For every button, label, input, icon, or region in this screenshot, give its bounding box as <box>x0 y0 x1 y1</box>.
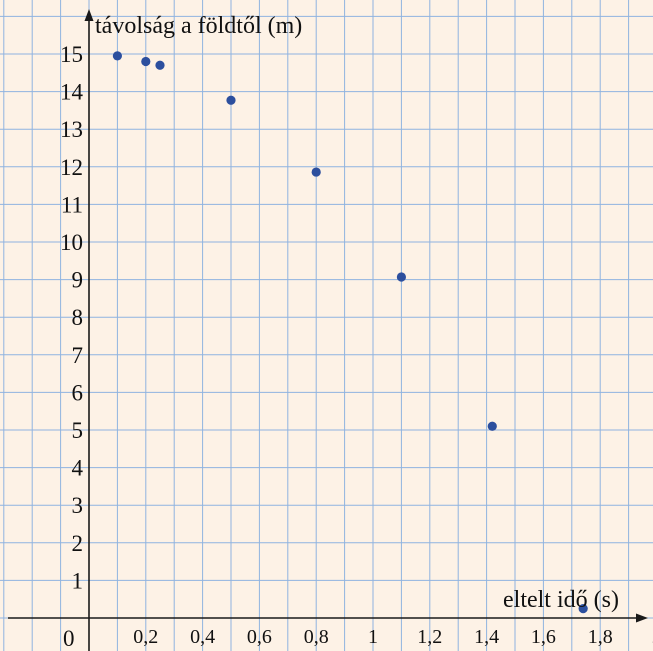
data-point <box>396 272 406 282</box>
data-point <box>112 51 122 61</box>
axes <box>8 9 648 651</box>
x-tick-label: 1 <box>368 626 378 648</box>
x-tick-labels: 0,20,40,60,811,21,41,61,82 <box>133 626 653 648</box>
data-point <box>226 95 236 105</box>
y-axis-arrow <box>84 9 94 21</box>
x-tick-label: 1,2 <box>417 626 442 648</box>
y-tick-label: 7 <box>72 343 84 368</box>
data-point <box>155 60 165 70</box>
y-tick-label: 10 <box>60 230 83 255</box>
x-axis-arrow <box>636 613 648 623</box>
x-tick-label: 1,4 <box>474 626 499 648</box>
y-tick-label: 2 <box>72 531 84 556</box>
x-tick-label: 1,6 <box>531 626 556 648</box>
data-point <box>311 167 321 177</box>
y-tick-label: 5 <box>72 418 84 443</box>
y-tick-label: 3 <box>72 493 84 518</box>
x-tick-label: 0,4 <box>190 626 215 648</box>
x-tick-label: 0,2 <box>133 626 158 648</box>
y-tick-label: 9 <box>72 268 84 293</box>
data-point <box>578 604 588 614</box>
y-tick-label: 15 <box>60 42 83 67</box>
y-axis-title: távolság a földtől (m) <box>95 13 302 39</box>
data-point <box>141 56 151 67</box>
x-axis-title: eltelt idő (s) <box>503 587 619 613</box>
data-points <box>112 51 588 614</box>
y-tick-label: 13 <box>60 117 83 142</box>
y-tick-label: 4 <box>72 456 84 481</box>
x-tick-label: 0,6 <box>247 626 272 648</box>
y-tick-label: 12 <box>60 155 83 180</box>
y-tick-label: 6 <box>72 380 84 405</box>
x-tick-label: 0,8 <box>304 626 329 648</box>
data-point <box>487 421 497 431</box>
y-tick-label: 8 <box>72 305 84 330</box>
y-tick-label: 11 <box>61 192 83 217</box>
origin-label: 0 <box>63 626 75 651</box>
y-tick-label: 14 <box>60 80 84 105</box>
y-tick-label: 1 <box>72 568 84 593</box>
x-tick-label: 1,8 <box>588 626 613 648</box>
